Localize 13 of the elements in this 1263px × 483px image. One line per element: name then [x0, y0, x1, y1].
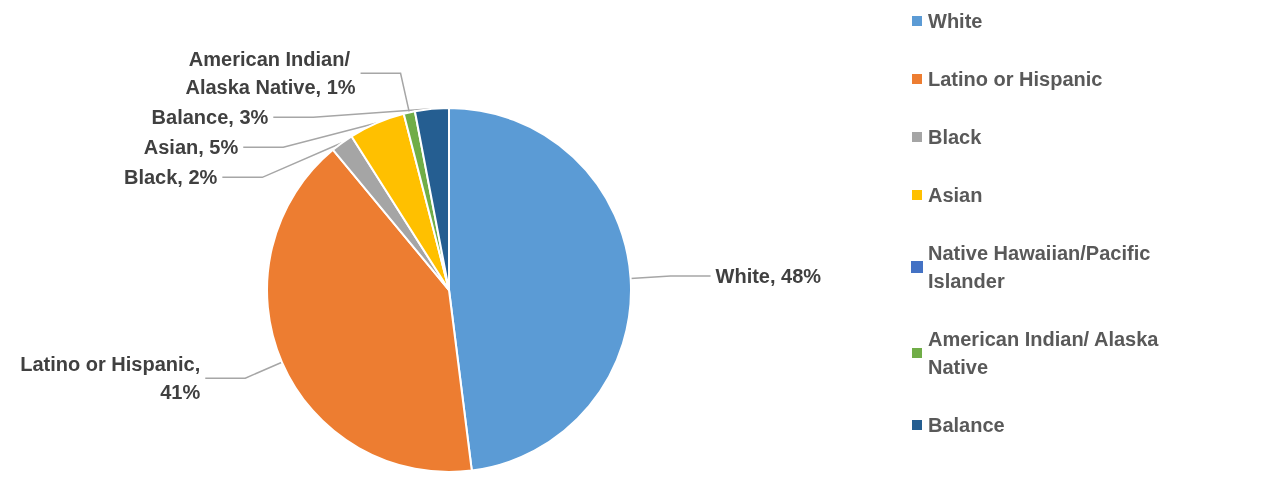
- data-label: American Indian/ Alaska Native, 1%: [185, 48, 356, 99]
- data-label: Black, 2%: [123, 166, 218, 189]
- legend-label: Asian: [928, 184, 983, 206]
- legend-label: Native Hawaiian/Pacific Islander: [928, 242, 1156, 292]
- data-label: Latino or Hispanic, 41%: [20, 353, 201, 404]
- legend-label: Black: [928, 126, 983, 148]
- data-label: Asian, 5%: [143, 136, 239, 159]
- legend-label: Latino or Hispanic: [928, 68, 1103, 90]
- data-label: White, 48%: [715, 265, 822, 288]
- legend-label: Balance: [928, 414, 1005, 436]
- data-label: Balance, 3%: [151, 106, 269, 129]
- legend-label: American Indian/ Alaska Native: [928, 328, 1165, 378]
- legend-label: White: [928, 10, 983, 32]
